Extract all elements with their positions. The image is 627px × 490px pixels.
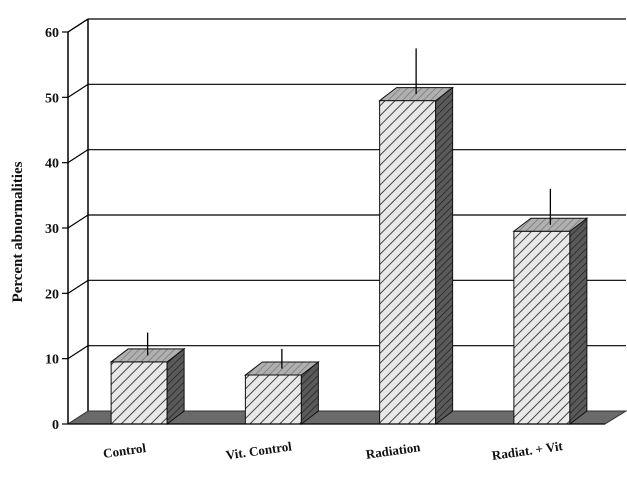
y-axis xyxy=(62,31,605,425)
x-tick-label: Control xyxy=(102,440,147,461)
x-tick-label: Radiation xyxy=(365,439,422,462)
bar-front xyxy=(379,100,437,425)
chart-background xyxy=(67,18,626,411)
bar-front xyxy=(244,374,302,425)
gridline-side xyxy=(67,214,89,229)
gridline-side xyxy=(67,83,89,98)
gridline-side xyxy=(67,149,89,164)
bar-front xyxy=(110,361,168,425)
y-tick-label: 60 xyxy=(45,26,59,41)
gridline-side xyxy=(67,18,89,33)
bars xyxy=(109,48,589,426)
y-axis-label: Percent abnormalities xyxy=(10,161,26,302)
bar-side xyxy=(569,217,588,426)
gridline-side xyxy=(67,345,89,360)
x-tick-label: Radiat. + Vit xyxy=(491,438,564,463)
y-tick-label: 10 xyxy=(45,353,59,368)
y-tick-label: 50 xyxy=(45,91,59,106)
y-tick-label: 30 xyxy=(45,222,59,237)
x-tick-label: Vit. Control xyxy=(225,438,293,462)
bar-side xyxy=(435,86,454,426)
y-tick-label: 40 xyxy=(45,157,59,172)
bar-front xyxy=(513,230,571,425)
y-tick-label: 20 xyxy=(45,287,59,302)
gridline-side xyxy=(67,279,89,294)
y-tick-label: 0 xyxy=(52,418,59,433)
